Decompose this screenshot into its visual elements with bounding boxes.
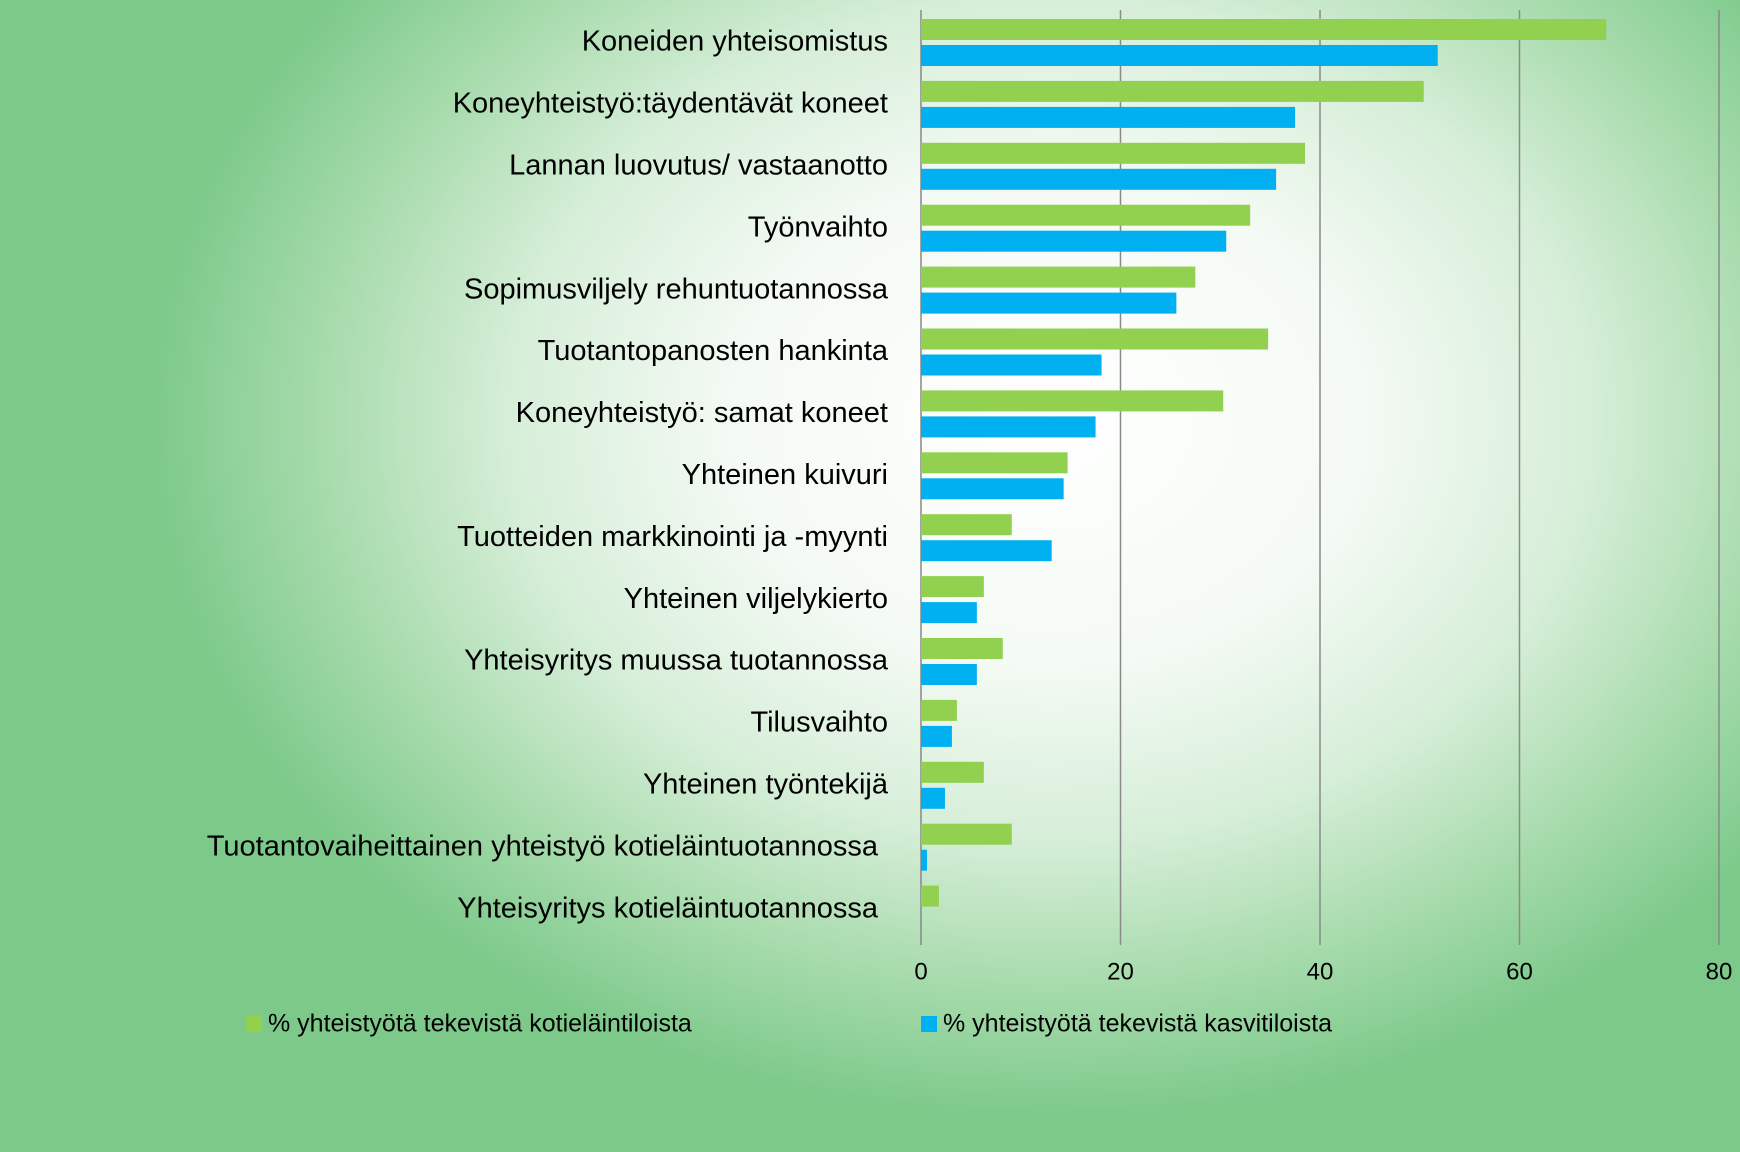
bar [921, 540, 1052, 562]
category-label: Yhteisyritys muussa tuotannossa [464, 645, 889, 677]
bar [921, 787, 945, 809]
category-label: Tilusvaihto [750, 707, 888, 739]
category-label: Tuotantovaiheittainen yhteistyö kotieläi… [207, 830, 879, 862]
bar [921, 478, 1064, 500]
x-tick-label: 80 [1706, 958, 1733, 985]
bar [921, 885, 939, 907]
bar [921, 849, 927, 871]
bar [921, 576, 984, 598]
category-label: Koneiden yhteisomistus [582, 26, 888, 58]
x-tick-label: 20 [1107, 958, 1134, 985]
category-label: Yhteisyritys kotieläintuotannossa [457, 892, 879, 924]
bar [921, 328, 1269, 350]
category-label: Työnvaihto [748, 211, 888, 243]
bar [921, 699, 957, 721]
legend-label: % yhteistyötä tekevistä kotieläintiloist… [268, 1010, 692, 1038]
bar [921, 230, 1227, 252]
bar [921, 823, 1012, 845]
category-label: Sopimusviljely rehuntuotannossa [464, 273, 889, 305]
bar [921, 19, 1607, 40]
bar [921, 638, 1003, 659]
bar [921, 80, 1424, 102]
category-label: Koneyhteistyö: samat koneet [516, 397, 888, 429]
bar [921, 142, 1306, 164]
legend-label: % yhteistyötä tekevistä kasvitiloista [943, 1010, 1332, 1038]
bar [921, 452, 1068, 474]
category-label: Yhteinen kuivuri [682, 459, 888, 491]
bar [921, 725, 952, 747]
x-tick-label: 40 [1307, 958, 1334, 985]
category-label: Koneyhteistyö:täydentävät koneet [453, 88, 888, 120]
bar [921, 45, 1438, 66]
category-label: Tuotantopanosten hankinta [538, 335, 889, 367]
bar [921, 416, 1096, 438]
x-tick-label: 0 [914, 958, 927, 985]
x-tick-label: 60 [1506, 958, 1533, 985]
bar [921, 602, 977, 624]
bar [921, 106, 1296, 128]
category-label: Yhteinen työntekijä [643, 768, 889, 800]
bar [921, 664, 977, 685]
legend-swatch [921, 1016, 937, 1032]
bar [921, 266, 1196, 288]
category-label: Tuotteiden markkinointi ja -myynti [457, 521, 888, 553]
bar [921, 514, 1012, 536]
category-label: Lannan luovutus/ vastaanotto [509, 149, 888, 181]
bar [921, 761, 984, 783]
bar [921, 168, 1277, 190]
bar [921, 204, 1251, 226]
category-label: Yhteinen viljelykierto [624, 583, 888, 615]
bar [921, 292, 1177, 314]
bar [921, 354, 1102, 376]
legend-swatch [246, 1016, 262, 1032]
bar [921, 390, 1224, 412]
